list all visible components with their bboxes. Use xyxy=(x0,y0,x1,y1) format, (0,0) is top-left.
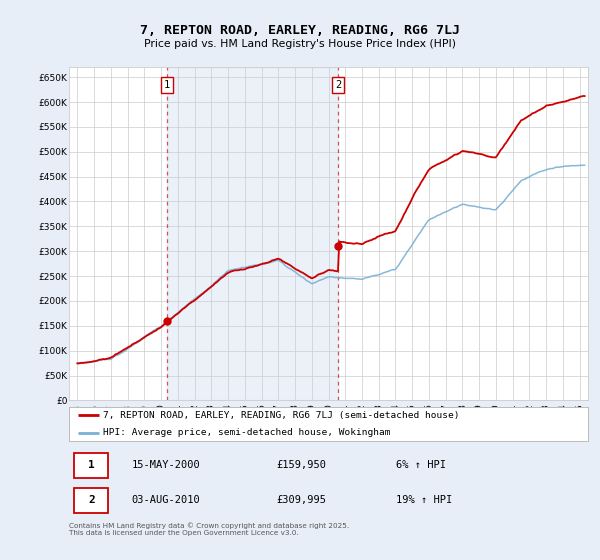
Text: 6% ↑ HPI: 6% ↑ HPI xyxy=(396,460,446,470)
Bar xyxy=(167,67,338,400)
Text: 1: 1 xyxy=(88,460,95,470)
FancyBboxPatch shape xyxy=(74,488,108,513)
Text: 15-MAY-2000: 15-MAY-2000 xyxy=(131,460,200,470)
Text: 03-AUG-2010: 03-AUG-2010 xyxy=(131,495,200,505)
Text: 19% ↑ HPI: 19% ↑ HPI xyxy=(396,495,452,505)
Text: £309,995: £309,995 xyxy=(277,495,326,505)
Text: Price paid vs. HM Land Registry's House Price Index (HPI): Price paid vs. HM Land Registry's House … xyxy=(144,39,456,49)
Text: 2: 2 xyxy=(88,495,95,505)
Text: £159,950: £159,950 xyxy=(277,460,326,470)
FancyBboxPatch shape xyxy=(74,452,108,478)
Text: Contains HM Land Registry data © Crown copyright and database right 2025.
This d: Contains HM Land Registry data © Crown c… xyxy=(69,522,349,535)
Text: 1: 1 xyxy=(164,80,170,90)
Text: 7, REPTON ROAD, EARLEY, READING, RG6 7LJ: 7, REPTON ROAD, EARLEY, READING, RG6 7LJ xyxy=(140,24,460,38)
Text: 2: 2 xyxy=(335,80,341,90)
Text: HPI: Average price, semi-detached house, Wokingham: HPI: Average price, semi-detached house,… xyxy=(103,428,390,437)
Text: 7, REPTON ROAD, EARLEY, READING, RG6 7LJ (semi-detached house): 7, REPTON ROAD, EARLEY, READING, RG6 7LJ… xyxy=(103,410,459,420)
